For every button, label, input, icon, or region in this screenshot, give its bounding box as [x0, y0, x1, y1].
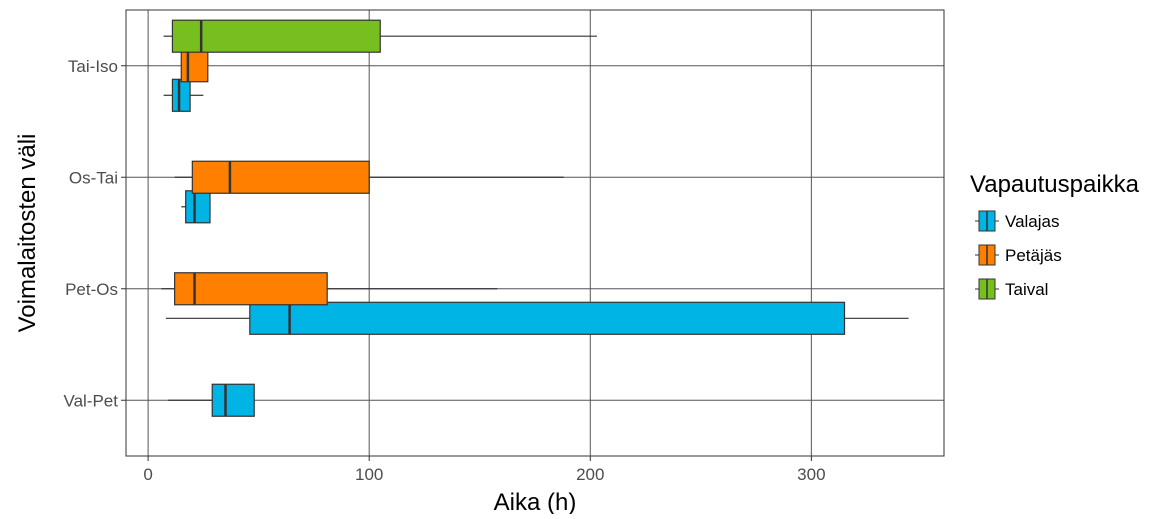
box-iqr — [171, 19, 381, 53]
x-tick-label: 100 — [355, 465, 383, 484]
box-valajas — [168, 383, 255, 417]
box-taival — [163, 19, 597, 53]
legend-title: Vapautuspaikka — [970, 171, 1140, 198]
grid-lines — [126, 10, 944, 456]
legend-label: Taival — [1005, 280, 1048, 299]
legend-label: Petäjäs — [1005, 246, 1062, 265]
x-axis-title: Aika (h) — [494, 489, 577, 514]
box-iqr — [185, 190, 211, 224]
legend: Vapautuspaikka Valajas Petäjäs Taival — [970, 171, 1140, 300]
box-valajas — [165, 301, 909, 335]
box-iqr — [174, 272, 328, 306]
panel-background — [126, 10, 944, 456]
legend-key-petäjäs — [975, 244, 999, 266]
box-iqr — [191, 160, 370, 194]
y-tick-label: Tai-Iso — [68, 57, 118, 76]
box-iqr — [211, 383, 255, 417]
box-iqr — [180, 49, 209, 83]
panel-border — [125, 9, 945, 457]
box-valajas — [181, 190, 211, 224]
legend-key-valajas — [975, 210, 999, 232]
box-iqr — [249, 301, 846, 335]
box-valajas — [163, 78, 204, 112]
y-tick-label: Val-Pet — [64, 391, 119, 410]
x-tick-label: 200 — [576, 465, 604, 484]
legend-key-taival — [975, 278, 999, 300]
box-petäjäs — [174, 160, 564, 194]
axes: 0 100 200 300 Val-Pet Pet-Os Os-Tai Tai-Iso — [64, 57, 826, 484]
y-tick-label: Os-Tai — [69, 168, 118, 187]
box-iqr — [171, 78, 191, 112]
x-tick-label: 300 — [797, 465, 825, 484]
y-tick-label: Pet-Os — [65, 280, 118, 299]
box-layer — [161, 19, 909, 417]
box-petäjäs — [161, 272, 498, 306]
y-axis-title: Voimalaitosten väli — [14, 134, 41, 333]
legend-label: Valajas — [1005, 212, 1060, 231]
box-petäjäs — [180, 49, 209, 83]
x-tick-label: 0 — [143, 465, 152, 484]
